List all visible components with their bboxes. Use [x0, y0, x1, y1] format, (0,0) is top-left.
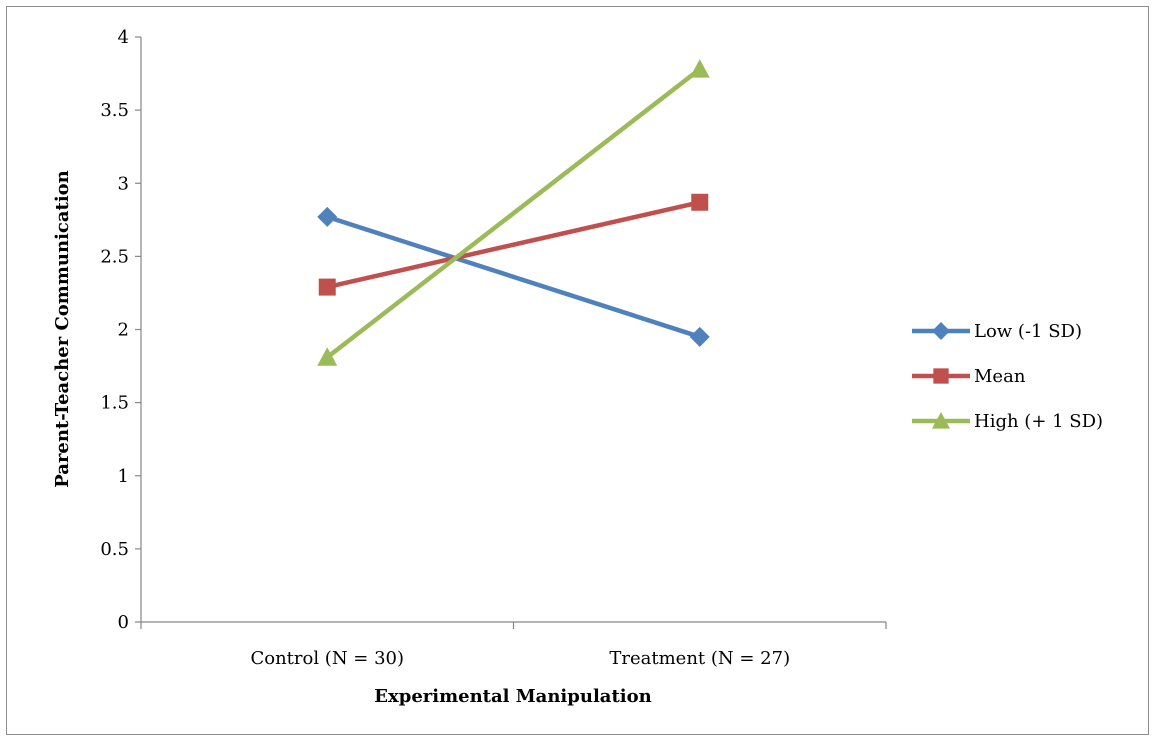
legend-item: Mean	[912, 366, 1026, 387]
x-tick-label: Control (N = 30)	[250, 648, 404, 669]
y-ticks: 0 0.5 1 1.5 2 2.5 3 3.5 4	[100, 27, 141, 633]
data-point	[689, 326, 710, 347]
y-tick-label: 0	[118, 612, 129, 633]
y-tick-label: 3.5	[100, 100, 129, 121]
legend-label: Low (-1 SD)	[974, 321, 1082, 342]
legend-swatch-marker	[932, 322, 950, 340]
x-ticks: Control (N = 30) Treatment (N = 27)	[140, 622, 887, 669]
y-tick-label: 2	[118, 320, 129, 341]
y-tick-label: 1	[118, 466, 129, 487]
series	[317, 59, 710, 366]
legend-swatch-marker	[933, 368, 949, 384]
legend-label: Mean	[974, 366, 1026, 387]
legend-item: Low (-1 SD)	[912, 321, 1082, 342]
x-axis-title: Experimental Manipulation	[374, 686, 651, 707]
y-tick-label: 4	[118, 27, 129, 48]
y-tick-label: 2.5	[100, 246, 129, 267]
y-tick-label: 3	[118, 173, 129, 194]
legend-swatch-marker	[932, 412, 950, 429]
y-tick-label: 1.5	[100, 393, 129, 414]
data-point	[317, 206, 338, 227]
legend-item: High (+ 1 SD)	[912, 411, 1103, 432]
data-point	[689, 59, 710, 78]
axes	[140, 37, 886, 623]
series-2	[318, 193, 709, 296]
data-point	[318, 278, 336, 296]
legend: Low (-1 SD) Mean High (+ 1 SD)	[912, 321, 1103, 432]
chart-frame	[6, 6, 1149, 735]
legend-label: High (+ 1 SD)	[974, 411, 1103, 432]
y-tick-label: 0.5	[100, 539, 129, 560]
series-3	[317, 59, 710, 366]
series-line	[325, 66, 702, 360]
y-axis-title: Parent-Teacher Communication	[52, 170, 73, 488]
series-line	[325, 200, 702, 290]
data-point	[317, 347, 338, 366]
series-line	[325, 214, 702, 340]
series-1	[317, 206, 710, 347]
data-point	[691, 193, 709, 211]
x-tick-label: Treatment (N = 27)	[609, 648, 790, 669]
